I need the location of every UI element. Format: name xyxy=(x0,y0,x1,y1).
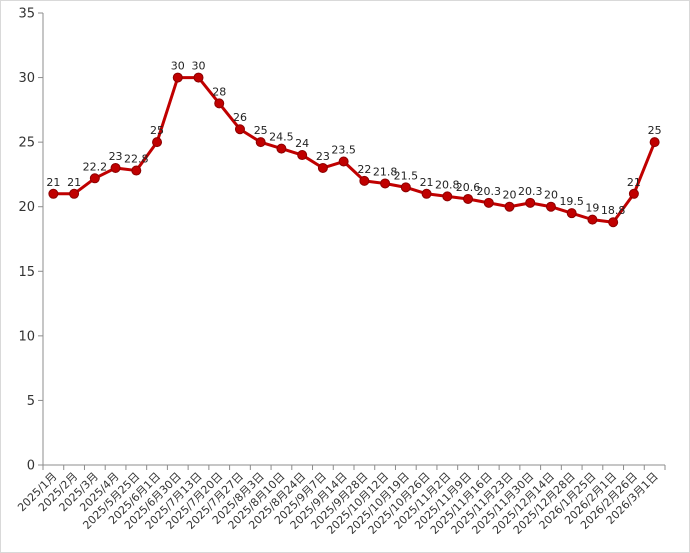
data-label: 19.5 xyxy=(559,195,584,208)
data-point xyxy=(152,137,163,148)
data-label: 28 xyxy=(212,85,226,98)
data-point xyxy=(214,98,225,109)
data-point xyxy=(649,137,660,148)
data-label: 21 xyxy=(67,176,81,189)
data-point xyxy=(193,72,204,83)
data-label: 21 xyxy=(46,176,60,189)
y-tick-label: 25 xyxy=(18,136,35,151)
data-point xyxy=(400,182,411,193)
data-point xyxy=(131,165,142,176)
data-label: 20.3 xyxy=(518,185,543,198)
data-point xyxy=(172,72,183,83)
y-tick-label: 30 xyxy=(18,71,35,86)
data-label: 23.5 xyxy=(331,144,356,157)
data-label: 23 xyxy=(316,150,330,163)
data-point xyxy=(504,201,515,212)
data-label: 24.5 xyxy=(269,131,294,144)
data-label: 21.5 xyxy=(394,169,419,182)
y-tick-label: 15 xyxy=(18,265,35,280)
data-label: 25 xyxy=(648,124,662,137)
data-point xyxy=(545,201,556,212)
data-point xyxy=(359,175,370,186)
data-point xyxy=(587,214,598,225)
y-tick-label: 0 xyxy=(27,459,35,474)
data-label: 26 xyxy=(233,111,247,124)
data-point xyxy=(69,188,80,199)
data-point xyxy=(380,178,391,189)
data-point xyxy=(463,193,474,204)
data-label: 22.8 xyxy=(124,153,149,166)
data-label: 24 xyxy=(295,137,309,150)
data-point xyxy=(483,197,494,208)
data-point xyxy=(89,173,100,184)
data-point xyxy=(608,217,619,228)
data-point xyxy=(297,150,308,161)
data-point xyxy=(276,143,287,154)
data-label: 25 xyxy=(150,124,164,137)
data-label: 25 xyxy=(254,124,268,137)
data-point xyxy=(338,156,349,167)
data-label: 20.6 xyxy=(456,181,481,194)
data-point xyxy=(566,208,577,219)
data-label: 20.3 xyxy=(477,185,502,198)
data-label: 20 xyxy=(544,189,558,202)
data-label: 21.8 xyxy=(373,165,398,178)
data-label: 30 xyxy=(192,60,206,73)
data-label: 30 xyxy=(171,60,185,73)
data-label: 22 xyxy=(357,163,371,176)
data-label: 23 xyxy=(109,150,123,163)
data-label: 19 xyxy=(585,202,599,215)
data-point xyxy=(525,197,536,208)
data-label: 22.2 xyxy=(83,160,108,173)
y-tick-label: 5 xyxy=(27,394,35,409)
y-tick-label: 20 xyxy=(18,200,35,215)
data-point xyxy=(234,124,245,135)
y-tick-label: 10 xyxy=(18,329,35,344)
data-label: 18.8 xyxy=(601,204,626,217)
data-point xyxy=(628,188,639,199)
data-point xyxy=(48,188,59,199)
data-label: 20 xyxy=(503,189,517,202)
data-label: 21 xyxy=(627,176,641,189)
data-point xyxy=(255,137,266,148)
data-point xyxy=(317,162,328,173)
data-point xyxy=(110,162,121,173)
data-point xyxy=(442,191,453,202)
data-label: 20.8 xyxy=(435,178,460,191)
y-tick-label: 35 xyxy=(18,7,35,22)
data-label: 21 xyxy=(420,176,434,189)
data-point xyxy=(421,188,432,199)
